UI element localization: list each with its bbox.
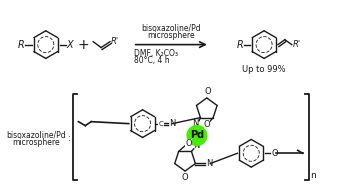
Text: N: N xyxy=(169,119,176,128)
Text: N: N xyxy=(206,159,213,168)
Text: N: N xyxy=(193,141,200,150)
Text: microsphere: microsphere xyxy=(12,138,60,147)
Text: O: O xyxy=(204,87,211,96)
Text: C: C xyxy=(159,121,164,127)
Text: microsphere: microsphere xyxy=(148,31,195,40)
Circle shape xyxy=(187,126,207,145)
Text: R: R xyxy=(237,40,243,50)
Text: R': R' xyxy=(111,37,119,46)
Text: bisoxazoline/Pd: bisoxazoline/Pd xyxy=(142,24,201,33)
Text: n: n xyxy=(311,171,316,180)
Text: DMF, K₂CO₃: DMF, K₂CO₃ xyxy=(134,49,178,58)
Text: R: R xyxy=(17,40,24,50)
Text: O: O xyxy=(182,173,189,182)
Text: Up to 99%: Up to 99% xyxy=(242,65,286,74)
Text: X: X xyxy=(66,40,73,50)
Text: N: N xyxy=(192,119,198,128)
Text: bisoxazoline/Pd: bisoxazoline/Pd xyxy=(6,131,66,140)
Text: O: O xyxy=(185,139,192,148)
Text: +: + xyxy=(78,38,89,52)
Text: 80°C, 4 h: 80°C, 4 h xyxy=(134,57,169,65)
Text: O: O xyxy=(271,149,277,158)
Text: Pd: Pd xyxy=(190,130,204,140)
Text: :: : xyxy=(67,134,70,143)
Text: R': R' xyxy=(293,40,301,49)
Text: O: O xyxy=(204,120,210,129)
